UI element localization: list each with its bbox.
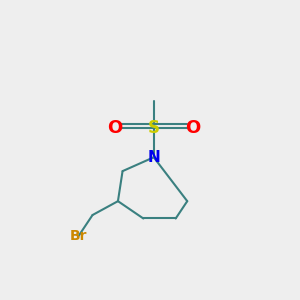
Text: O: O xyxy=(185,119,201,137)
Text: S: S xyxy=(148,119,160,137)
Text: O: O xyxy=(107,119,122,137)
Text: N: N xyxy=(147,150,160,165)
Text: Br: Br xyxy=(70,229,87,243)
